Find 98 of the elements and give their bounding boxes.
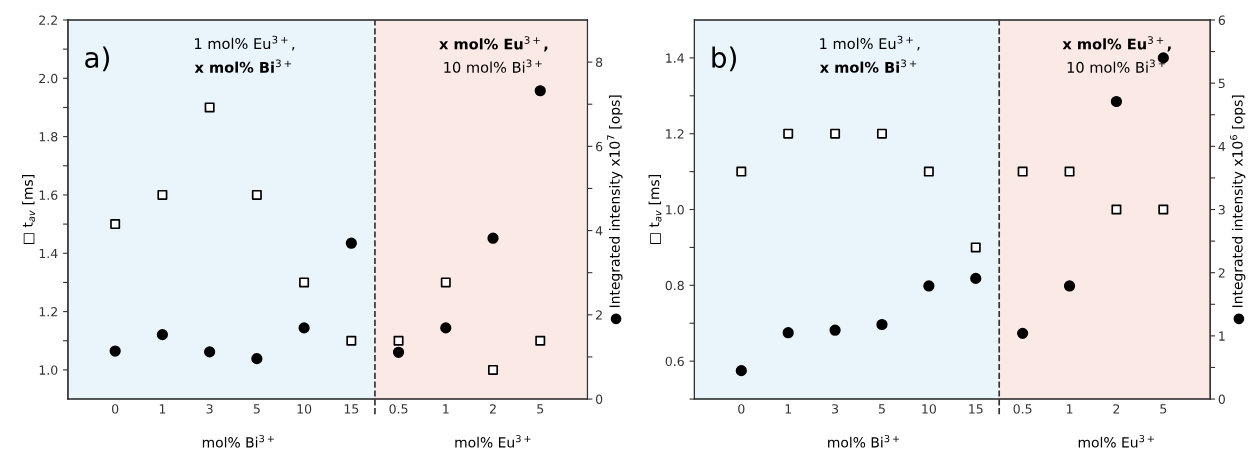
x-tick-label: 0 — [112, 404, 119, 414]
annotation: x mol% Eu$^{3+}$, — [1062, 36, 1171, 52]
y2-tick-label: 0 — [595, 394, 603, 404]
y2-tick-label: 4 — [595, 226, 603, 236]
y2-tick-label: 8 — [595, 57, 603, 68]
y2-axis-title: ● Integrated intensity x10$^{6}$ [ops] — [1229, 95, 1246, 325]
y2-tick-label: 6 — [596, 141, 603, 152]
point — [156, 329, 169, 341]
x-tick-label: 5 — [878, 404, 885, 414]
x-tick-label: 0.5 — [1013, 404, 1032, 414]
text: mol% Eu$^{3+}$ — [455, 434, 531, 448]
x-tick-label: 2 — [1113, 404, 1120, 414]
x-tick-label: 5 — [1160, 404, 1167, 414]
x-tick-label: 1 — [443, 404, 449, 414]
x-tick-label: 1 — [1066, 404, 1073, 414]
y2-tick-label: 4 — [1218, 141, 1226, 152]
y-tick-label: 1.2 — [666, 129, 684, 139]
y-axis-title: □ t$_{av}$ [ms] — [648, 175, 662, 244]
point — [1063, 280, 1076, 292]
point — [736, 166, 747, 177]
point — [1017, 166, 1028, 177]
point — [923, 166, 934, 177]
y-tick-label: 1.6 — [39, 190, 58, 200]
point — [346, 335, 357, 346]
x-tick-label: 5 — [253, 404, 260, 414]
point — [1110, 95, 1123, 108]
y-tick-label: 1.2 — [39, 307, 57, 317]
point — [204, 102, 215, 113]
point — [1017, 327, 1029, 339]
point — [251, 189, 262, 200]
point — [876, 318, 888, 331]
point — [440, 277, 451, 288]
y2-tick-label: 2 — [596, 310, 602, 320]
y-tick-label: 1.8 — [39, 132, 58, 142]
point — [782, 327, 794, 339]
point — [970, 272, 982, 284]
annotation: b) — [712, 46, 736, 72]
point — [783, 128, 794, 139]
y-tick-label: 2.0 — [39, 73, 58, 84]
y2-tick-label: 1 — [1219, 331, 1225, 341]
x-tick-label: 0.5 — [389, 404, 408, 414]
point — [392, 346, 405, 358]
point — [488, 364, 499, 375]
annotation: x mol% Bi$^{3+}$ — [194, 59, 292, 73]
y-tick-label: 1.4 — [666, 53, 684, 63]
y-tick-label: 1.0 — [39, 365, 58, 375]
x-axis-title: mol% Bi$^{3+}$ — [828, 434, 900, 448]
point — [923, 280, 935, 292]
annotation: 10 mol% Bi$^{3+}$ — [444, 59, 542, 73]
point — [829, 324, 841, 336]
point — [345, 237, 357, 249]
point — [534, 85, 546, 97]
point — [735, 365, 747, 377]
x-tick-label: 10 — [297, 404, 312, 414]
x-tick-label: 15 — [969, 404, 983, 414]
x-axis-title: mol% Bi$^{3+}$ — [202, 434, 274, 448]
point — [1158, 204, 1169, 215]
point — [876, 128, 887, 139]
point — [251, 353, 263, 365]
text: mol% Eu$^{3+}$ — [1078, 434, 1154, 448]
y2-tick-label: 0 — [1218, 394, 1225, 404]
point — [393, 335, 404, 346]
annotation: a) — [85, 46, 109, 72]
point — [440, 322, 452, 334]
x-tick-label: 3 — [832, 404, 839, 414]
point — [204, 346, 216, 358]
annotation: x mol% Eu$^{3+}$, — [439, 36, 548, 52]
x-tick-label: 15 — [344, 404, 359, 414]
point — [109, 345, 121, 357]
point — [1111, 204, 1122, 215]
point — [157, 189, 168, 200]
y-tick-label: 0.6 — [665, 356, 684, 367]
point — [298, 322, 310, 334]
y-axis-title: □ t$_{av}$ [ms] — [22, 175, 36, 244]
x-tick-label: 1 — [785, 404, 792, 414]
y2-tick-label: 3 — [1218, 204, 1225, 215]
x-tick-label: 1 — [159, 404, 166, 414]
y-tick-label: 1.4 — [39, 248, 58, 259]
y2-axis-title: ● Integrated intensity x10$^{7}$ [ops] — [607, 95, 623, 325]
point — [1064, 166, 1075, 177]
x-tick-label: 5 — [537, 404, 544, 414]
y-tick-label: 1.0 — [666, 204, 684, 215]
annotation: x mol% Bi$^{3+}$ — [819, 59, 917, 73]
point — [830, 128, 841, 139]
y2-tick-label: 6 — [1218, 15, 1225, 25]
x-tick-label: 3 — [206, 404, 213, 414]
y-tick-label: 0.8 — [665, 280, 684, 291]
y2-tick-label: 5 — [1218, 78, 1225, 89]
point — [299, 277, 310, 288]
point — [487, 232, 499, 244]
point — [970, 242, 981, 253]
point — [110, 219, 121, 230]
x-tick-label: 2 — [489, 404, 496, 414]
y-tick-label: 2.2 — [39, 15, 57, 25]
x-tick-label: 10 — [922, 404, 936, 414]
x-tick-label: 0 — [738, 404, 745, 414]
y2-tick-label: 2 — [1218, 268, 1225, 278]
point — [535, 335, 546, 346]
